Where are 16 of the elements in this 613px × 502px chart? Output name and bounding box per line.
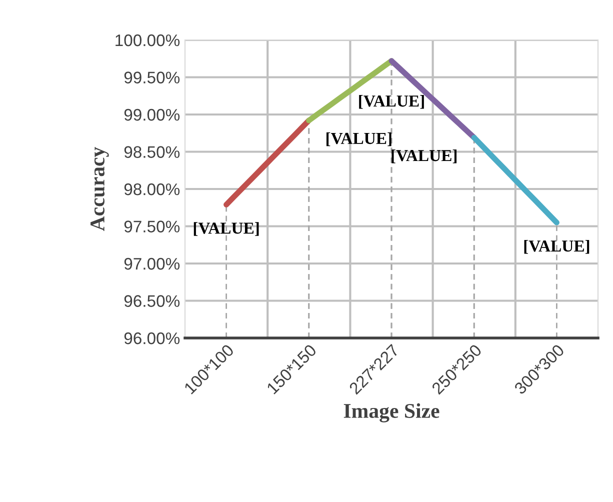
y-tick-label: 98.00% — [124, 183, 180, 196]
y-tick-label: 99.00% — [124, 108, 180, 121]
y-tick-label: 100.00% — [116, 34, 180, 46]
y-tick-label: 98.50% — [124, 146, 180, 158]
data-label: [VALUE] — [194, 222, 259, 236]
data-label: [VALUE] — [392, 149, 457, 164]
y-tick-label: 96.50% — [124, 295, 180, 307]
y-tick-label: 97.00% — [124, 258, 180, 270]
y-axis-title: Accuracy — [90, 146, 109, 232]
data-label: [VALUE] — [524, 240, 590, 254]
y-tick-label: 97.50% — [124, 220, 180, 232]
y-tick-label: 96.00% — [124, 332, 180, 344]
data-label: [VALUE] — [326, 132, 392, 146]
y-tick-label: 99.50% — [124, 72, 180, 84]
data-label: [VALUE] — [359, 94, 424, 109]
x-axis-title: Image Size — [344, 403, 440, 422]
